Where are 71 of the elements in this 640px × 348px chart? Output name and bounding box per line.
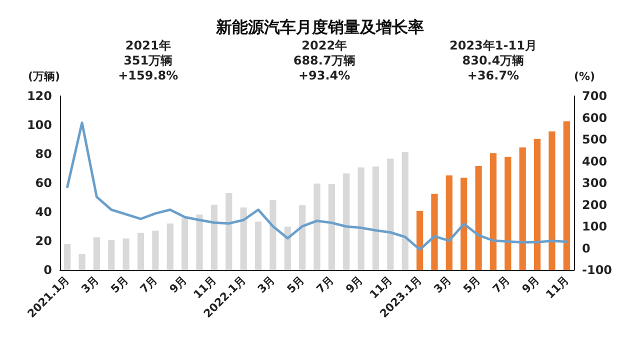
y2-tick-label: 300 bbox=[582, 176, 608, 190]
bar bbox=[284, 226, 291, 270]
text: 2023年1-11月 830.4万辆 +36.7% bbox=[450, 38, 537, 82]
y-tick-label: 60 bbox=[35, 176, 52, 190]
bar bbox=[314, 184, 320, 270]
bar bbox=[226, 193, 232, 270]
bar bbox=[548, 131, 556, 270]
y2-axis-title: (%) bbox=[574, 70, 596, 83]
bar bbox=[240, 208, 247, 270]
x-tick-label: 9月 bbox=[520, 273, 542, 296]
y-tick-label: 80 bbox=[35, 147, 52, 161]
bar bbox=[534, 138, 541, 270]
text: 2021年 351万辆 +159.8% bbox=[118, 38, 178, 82]
y2-tick-label: 200 bbox=[582, 198, 608, 212]
x-tick-label: 5月 bbox=[108, 273, 131, 296]
x-tick-label: 5月 bbox=[284, 273, 307, 296]
bar bbox=[299, 205, 306, 270]
bar bbox=[137, 232, 144, 270]
bar bbox=[166, 223, 174, 270]
x-tick-label: 7月 bbox=[138, 273, 160, 296]
bar bbox=[431, 194, 438, 270]
x-tick-label: 7月 bbox=[490, 273, 513, 296]
x-tick-label: 5月 bbox=[460, 273, 484, 296]
bar bbox=[343, 173, 350, 270]
bar bbox=[358, 167, 364, 270]
y2-tick-label: 600 bbox=[582, 110, 608, 125]
bar bbox=[254, 222, 262, 270]
x-tick-label: 7月 bbox=[314, 273, 336, 296]
y2-tick-label: 500 bbox=[582, 132, 608, 146]
text: 2022年 688.7万辆 +93.4% bbox=[293, 38, 356, 82]
bar bbox=[182, 218, 188, 270]
y-tick-label: 20 bbox=[35, 234, 52, 248]
bar bbox=[402, 152, 408, 270]
y-tick-label: 0 bbox=[44, 263, 52, 277]
bar bbox=[460, 178, 468, 270]
bar bbox=[64, 244, 71, 270]
bar bbox=[152, 230, 159, 270]
y2-tick-label: 700 bbox=[582, 89, 608, 103]
bar bbox=[93, 237, 100, 270]
x-tick-label: 11月 bbox=[543, 273, 572, 302]
line-series bbox=[66, 122, 568, 251]
bar bbox=[504, 156, 512, 270]
y2-tick-label: -100 bbox=[582, 263, 612, 277]
y-axis-title: (万辆) bbox=[28, 70, 60, 83]
y-tick-label: 40 bbox=[35, 205, 52, 219]
x-tick-label: 9月 bbox=[167, 273, 190, 296]
bar bbox=[196, 214, 203, 270]
bar bbox=[108, 240, 115, 270]
bar bbox=[78, 254, 86, 270]
y2-tick-label: 400 bbox=[582, 154, 608, 168]
x-tick-label: 3月 bbox=[78, 273, 102, 296]
y2-tick-label: 100 bbox=[582, 220, 608, 234]
bar bbox=[490, 153, 497, 270]
bar bbox=[270, 200, 276, 270]
bar bbox=[519, 147, 526, 270]
bar bbox=[122, 238, 130, 270]
x-tick-label: 3月 bbox=[431, 273, 454, 296]
bar bbox=[328, 184, 335, 270]
y-tick-label: 120 bbox=[26, 89, 52, 103]
bar bbox=[372, 166, 380, 270]
bar bbox=[563, 121, 570, 270]
y-tick-label: 100 bbox=[26, 118, 52, 132]
bar bbox=[416, 210, 424, 270]
chart-title: 新能源汽车月度销量及增长率 bbox=[215, 18, 424, 36]
bar bbox=[475, 166, 482, 270]
y2-tick-label: 0 bbox=[582, 241, 590, 256]
bar bbox=[387, 158, 394, 270]
bar bbox=[210, 204, 218, 270]
x-tick-label: 3月 bbox=[255, 273, 278, 296]
bar bbox=[446, 175, 452, 270]
x-tick-label: 9月 bbox=[343, 273, 366, 296]
